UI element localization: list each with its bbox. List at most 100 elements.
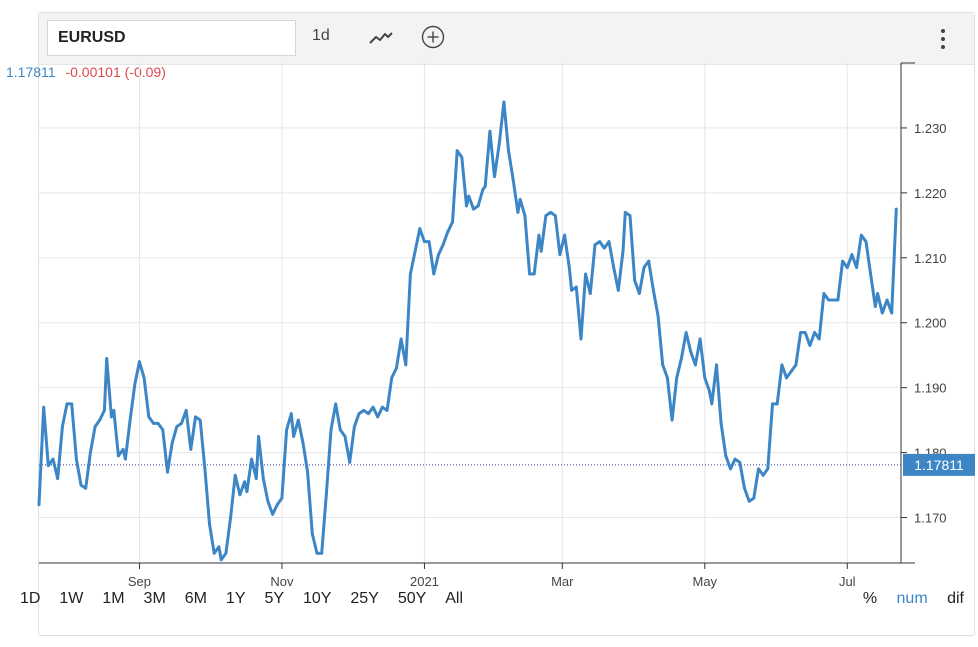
data-point: [441, 243, 445, 247]
data-point: [465, 204, 468, 208]
data-point: [719, 422, 723, 425]
symbol-input[interactable]: EURUSD: [47, 20, 296, 56]
data-point: [189, 448, 193, 451]
data-point: [152, 422, 155, 425]
range-6m[interactable]: 6M: [184, 590, 207, 607]
data-point: [296, 418, 300, 422]
more-vertical-icon[interactable]: [937, 25, 949, 53]
data-point: [180, 422, 183, 425]
data-point: [121, 448, 125, 451]
data-point: [813, 331, 816, 334]
mode-dif[interactable]: dif: [947, 590, 964, 607]
data-point: [729, 467, 732, 471]
scale-mode-selector: % num dif: [848, 590, 964, 608]
range-5y[interactable]: 5Y: [264, 590, 285, 607]
mode-percent[interactable]: %: [862, 590, 878, 607]
data-point: [537, 233, 541, 237]
x-tick-label: Sep: [128, 574, 151, 589]
current-price: 1.17811: [6, 64, 56, 80]
data-point: [574, 285, 578, 289]
data-point: [894, 207, 898, 211]
interval-button[interactable]: 1d: [312, 27, 330, 44]
data-point: [890, 311, 894, 315]
range-50y[interactable]: 50Y: [397, 590, 427, 607]
data-point: [455, 149, 459, 153]
y-tick-label: 1.170: [914, 511, 947, 526]
data-point: [289, 412, 293, 415]
data-point: [567, 266, 571, 269]
x-tick-label: Nov: [270, 574, 294, 589]
data-point: [598, 240, 602, 244]
data-point: [353, 425, 356, 428]
data-point: [822, 292, 826, 295]
range-3m[interactable]: 3M: [143, 590, 166, 607]
range-10y[interactable]: 10Y: [302, 590, 332, 607]
data-point: [481, 188, 485, 192]
series-line: [37, 100, 898, 562]
data-point: [423, 240, 426, 244]
range-1m[interactable]: 1M: [102, 590, 125, 607]
data-point: [229, 516, 233, 519]
data-point: [105, 357, 109, 360]
range-1y[interactable]: 1Y: [225, 590, 246, 607]
data-point: [198, 418, 202, 422]
data-point: [329, 428, 333, 432]
data-point: [376, 415, 380, 419]
range-1d[interactable]: 1D: [20, 590, 41, 607]
data-point: [254, 477, 258, 480]
data-point: [42, 405, 46, 409]
data-point: [217, 545, 221, 549]
chart-axes: [39, 62, 915, 569]
data-point: [880, 311, 884, 315]
data-point: [381, 405, 384, 409]
data-point: [285, 428, 288, 432]
data-point: [413, 249, 417, 253]
mode-num[interactable]: num: [896, 590, 928, 607]
data-point: [166, 470, 169, 474]
data-point: [460, 155, 464, 159]
data-point: [841, 259, 844, 263]
data-point: [271, 512, 274, 516]
data-point: [233, 473, 237, 477]
data-point: [79, 483, 83, 487]
range-25y[interactable]: 25Y: [350, 590, 379, 607]
data-point: [257, 435, 260, 438]
x-tick-label: Jul: [839, 574, 856, 589]
data-point: [544, 214, 548, 218]
price-change: -0.00101 (-0.09): [65, 64, 166, 80]
data-point: [184, 409, 188, 412]
data-point: [661, 363, 665, 367]
data-point: [738, 461, 742, 464]
data-point: [65, 402, 69, 406]
data-point: [799, 331, 802, 334]
range-all[interactable]: All: [445, 590, 464, 607]
y-tick-label: 1.200: [914, 316, 947, 331]
data-point: [715, 363, 718, 367]
data-point: [266, 499, 270, 503]
range-1w[interactable]: 1W: [59, 590, 84, 607]
line-chart-icon[interactable]: [368, 27, 394, 49]
data-point: [689, 350, 693, 354]
data-point: [306, 470, 309, 474]
data-point: [338, 428, 342, 432]
data-point: [553, 214, 557, 218]
data-point: [698, 337, 702, 341]
data-point: [511, 178, 515, 182]
data-point: [652, 288, 655, 292]
data-point: [324, 493, 328, 497]
data-point: [142, 376, 146, 380]
data-point: [747, 499, 751, 503]
data-point: [409, 272, 412, 276]
data-point: [757, 467, 760, 471]
data-point: [175, 425, 179, 428]
data-point: [315, 551, 319, 555]
data-point: [117, 454, 120, 458]
data-point: [771, 402, 774, 406]
data-point: [427, 240, 431, 244]
plus-circle-icon[interactable]: [421, 25, 445, 49]
quote-display: 1.17811 -0.00101 (-0.09): [6, 64, 166, 80]
data-point: [70, 402, 74, 406]
data-point: [51, 457, 55, 461]
x-tick-label: Mar: [551, 574, 574, 589]
